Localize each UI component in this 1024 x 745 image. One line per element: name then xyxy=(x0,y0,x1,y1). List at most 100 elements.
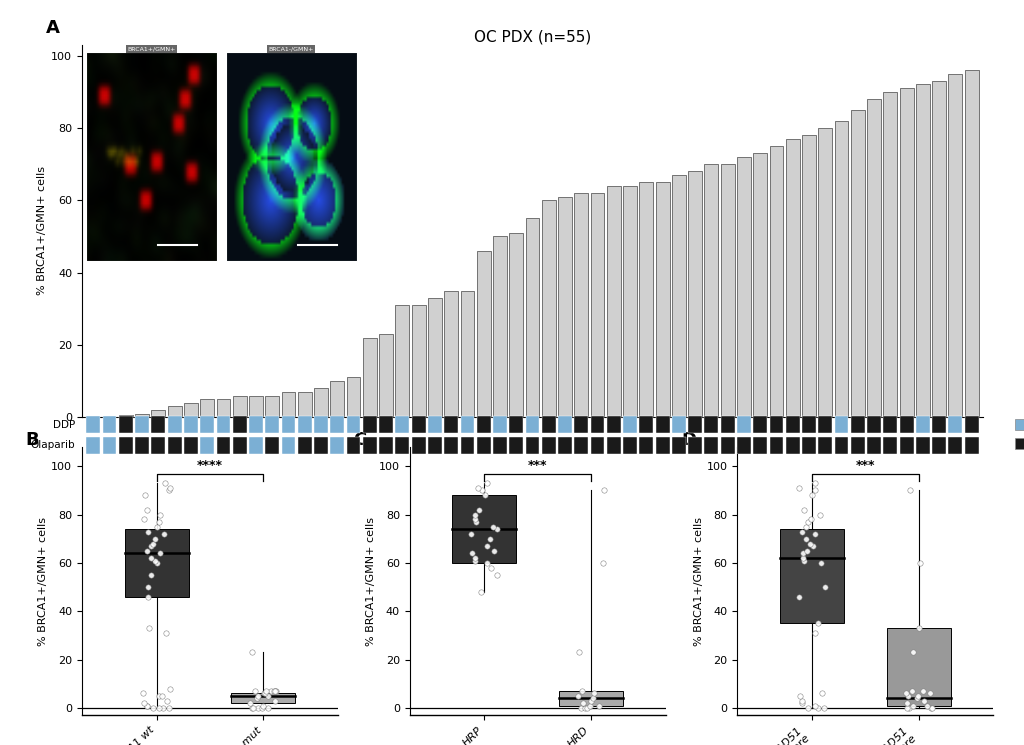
Point xyxy=(470,482,486,494)
Text: ****: **** xyxy=(197,460,223,472)
Bar xyxy=(168,437,181,454)
Bar xyxy=(818,128,833,417)
Point xyxy=(143,569,160,581)
Bar xyxy=(379,334,393,417)
Text: DDP: DDP xyxy=(53,419,76,430)
Point xyxy=(467,552,483,564)
Point xyxy=(792,482,808,494)
Point xyxy=(139,700,156,711)
Point xyxy=(573,685,590,697)
Bar xyxy=(672,175,686,417)
Bar xyxy=(867,99,881,417)
Point xyxy=(898,702,914,714)
Bar xyxy=(607,416,621,433)
Point xyxy=(249,692,265,704)
Bar xyxy=(948,437,963,454)
Bar xyxy=(607,437,621,454)
Point xyxy=(244,647,260,659)
Text: B: B xyxy=(26,431,39,449)
Bar xyxy=(900,416,913,433)
Bar xyxy=(932,437,946,454)
Bar xyxy=(965,416,979,433)
Bar xyxy=(265,396,280,417)
Bar xyxy=(639,416,653,433)
Point xyxy=(488,569,505,581)
Bar xyxy=(672,416,686,433)
Text: D: D xyxy=(681,431,696,449)
Point xyxy=(258,685,274,697)
Bar xyxy=(818,437,833,454)
Point xyxy=(159,695,175,707)
Bar xyxy=(314,416,328,433)
Bar xyxy=(282,416,295,433)
Bar xyxy=(867,437,881,454)
Bar xyxy=(574,416,588,433)
Point xyxy=(574,697,591,709)
Bar xyxy=(965,70,979,417)
Point xyxy=(135,688,152,700)
Bar xyxy=(851,110,864,417)
Point xyxy=(482,533,499,545)
Bar xyxy=(721,437,734,454)
Point xyxy=(795,695,811,707)
Bar xyxy=(168,416,181,433)
Point xyxy=(586,692,602,704)
Point xyxy=(796,504,812,516)
Point xyxy=(268,685,285,697)
Point xyxy=(814,688,830,700)
Point xyxy=(136,697,153,709)
Point xyxy=(572,702,589,714)
Point xyxy=(908,692,925,704)
Point xyxy=(813,557,829,569)
Bar xyxy=(379,437,393,454)
Point xyxy=(479,557,496,569)
Bar xyxy=(802,135,816,417)
Point xyxy=(151,516,167,528)
Bar xyxy=(705,416,718,433)
Bar xyxy=(624,437,637,454)
Bar xyxy=(624,186,637,417)
Bar xyxy=(948,74,963,417)
Bar xyxy=(542,416,556,433)
Bar xyxy=(915,84,930,417)
Bar xyxy=(851,416,864,433)
Y-axis label: % BRCA1+/GMN+ cells: % BRCA1+/GMN+ cells xyxy=(367,516,376,646)
Bar xyxy=(347,437,360,454)
Text: OC PDX (n=55): OC PDX (n=55) xyxy=(474,30,591,45)
Point xyxy=(802,538,818,550)
Bar xyxy=(737,437,751,454)
Bar xyxy=(314,437,328,454)
Bar xyxy=(818,416,833,433)
Point xyxy=(915,695,932,707)
Bar xyxy=(509,232,523,417)
Point xyxy=(800,516,816,528)
Legend: Sensitive, Resistant: Sensitive, Resistant xyxy=(1011,415,1024,453)
Bar xyxy=(152,437,165,454)
Point xyxy=(905,700,922,711)
Bar xyxy=(737,156,751,417)
Bar xyxy=(461,291,474,417)
Point xyxy=(479,540,496,552)
Bar xyxy=(754,153,767,417)
Point xyxy=(798,533,814,545)
Point xyxy=(139,504,156,516)
Point xyxy=(919,700,935,711)
Point xyxy=(152,548,168,559)
Bar xyxy=(119,416,133,417)
Point xyxy=(924,702,940,714)
Point xyxy=(583,695,599,707)
Bar xyxy=(525,218,540,417)
Bar xyxy=(900,437,913,454)
Bar xyxy=(232,396,247,417)
Bar xyxy=(737,416,751,433)
Point xyxy=(256,688,272,700)
Bar xyxy=(298,437,311,454)
Bar xyxy=(395,437,410,454)
Point xyxy=(477,489,494,501)
Point xyxy=(914,685,931,697)
Bar xyxy=(688,171,702,417)
Point xyxy=(570,690,587,702)
Point xyxy=(910,690,927,702)
Point xyxy=(807,700,823,711)
Point xyxy=(158,627,174,639)
